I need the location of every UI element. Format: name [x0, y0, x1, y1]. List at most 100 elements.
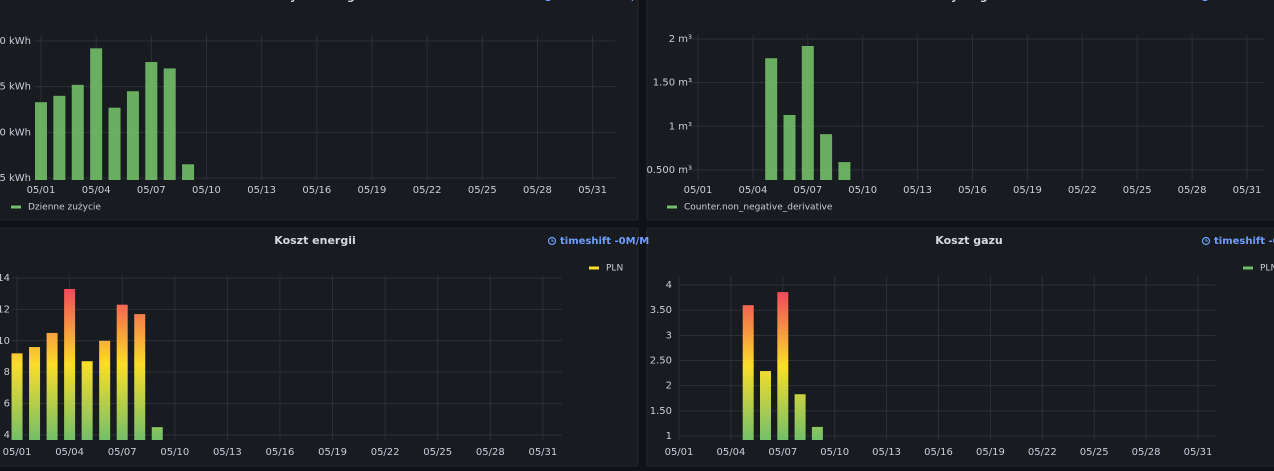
panel: [0, 227, 639, 467]
clock-icon: [547, 236, 557, 246]
bar: [182, 164, 195, 180]
bar: [765, 58, 778, 181]
bar: [145, 62, 158, 180]
bar: [29, 347, 41, 440]
clock-hand: [1205, 239, 1208, 242]
bar: [777, 292, 789, 440]
x-tick-label: 05/28: [523, 185, 552, 196]
x-tick-label: 05/10: [160, 447, 189, 458]
x-tick-label: 05/01: [27, 185, 56, 196]
legend-label: Counter.non_negative_derivative: [684, 203, 833, 213]
x-tick-label: 05/31: [1233, 185, 1262, 196]
clock-icon: [545, 0, 551, 2]
bar: [760, 371, 771, 440]
panel-title: Koszt energii: [274, 234, 356, 247]
bar: [34, 102, 47, 180]
bar: [90, 48, 103, 180]
x-tick-label: 05/13: [872, 447, 901, 458]
panel: [0, 0, 639, 221]
bar: [811, 426, 823, 440]
bar: [81, 361, 93, 440]
bar: [11, 353, 23, 440]
x-tick-label: 05/28: [1178, 185, 1207, 196]
x-tick-label: 05/13: [213, 447, 242, 458]
y-tick-label: 1.50: [650, 406, 672, 417]
x-tick-label: 05/31: [528, 447, 557, 458]
y-tick-label: 5 kWh: [0, 173, 31, 184]
y-tick-label: 15 kWh: [0, 82, 31, 93]
y-tick-label: 8: [4, 367, 10, 378]
x-tick-label: 05/31: [1184, 447, 1213, 458]
bar: [64, 288, 76, 440]
bar: [838, 162, 851, 180]
y-tick-label: 4: [666, 280, 672, 291]
bar: [794, 394, 806, 440]
y-tick-label: 2: [666, 381, 672, 392]
bar: [53, 95, 66, 180]
x-tick-label: 05/07: [768, 447, 797, 458]
bar: [151, 427, 163, 440]
y-tick-label: 1 m³: [669, 121, 692, 132]
x-tick-label: 05/22: [1028, 447, 1057, 458]
x-tick-label: 05/16: [924, 447, 953, 458]
x-tick-label: 05/19: [976, 447, 1005, 458]
y-tick-label: 2 m³: [669, 34, 692, 45]
x-tick-label: 05/25: [1080, 447, 1109, 458]
x-tick-label: 05/19: [318, 447, 347, 458]
x-tick-label: 05/19: [358, 185, 387, 196]
bar: [163, 68, 176, 180]
x-tick-label: 05/25: [1123, 185, 1152, 196]
y-tick-label: 10 kWh: [0, 127, 31, 138]
x-tick-label: 05/01: [665, 447, 694, 458]
x-tick-label: 05/04: [738, 185, 767, 196]
legend-label: PLN: [606, 264, 623, 274]
x-tick-label: 05/16: [266, 447, 295, 458]
panel-title: Zużycie energii: [268, 0, 363, 3]
y-tick-label: 1: [666, 431, 672, 442]
bar: [820, 134, 833, 180]
x-tick-label: 05/10: [848, 185, 877, 196]
legend-swatch: [667, 205, 677, 209]
panel-title: Zużycie gazu: [929, 0, 1010, 3]
panel: [646, 227, 1274, 467]
clock-hand: [551, 239, 554, 242]
y-tick-label: 20 kWh: [0, 36, 31, 47]
bar: [126, 91, 139, 180]
timeshift: timeshift -0M/M: [1213, 0, 1274, 3]
x-tick-label: 05/07: [137, 185, 166, 196]
x-tick-label: 05/22: [413, 185, 442, 196]
legend-swatch: [11, 205, 21, 209]
bar: [742, 305, 754, 440]
bar: [134, 314, 146, 440]
x-tick-label: 05/22: [1068, 185, 1097, 196]
bar: [801, 45, 814, 181]
legend-label: PLN: [1260, 264, 1274, 274]
y-tick-label: 3.50: [650, 305, 672, 316]
y-tick-label: 4: [4, 430, 10, 441]
bar: [99, 340, 111, 440]
x-tick-label: 05/04: [55, 447, 84, 458]
y-tick-label: 6: [4, 399, 10, 410]
clock-icon: [1201, 236, 1211, 246]
legend-label: Dzienne zużycie: [28, 203, 101, 213]
legend-swatch: [589, 266, 599, 270]
x-tick-label: 05/13: [247, 185, 276, 196]
x-tick-label: 05/16: [302, 185, 331, 196]
x-tick-label: 05/25: [468, 185, 497, 196]
timeshift: timeshift -0M/M: [560, 236, 649, 247]
panel-title: Koszt gazu: [935, 234, 1002, 247]
x-tick-label: 05/22: [371, 447, 400, 458]
y-tick-label: 10: [0, 336, 10, 347]
y-tick-label: 2.50: [650, 356, 672, 367]
x-tick-label: 05/19: [1013, 185, 1042, 196]
x-tick-label: 05/13: [903, 185, 932, 196]
bar: [46, 332, 58, 440]
x-tick-label: 05/10: [192, 185, 221, 196]
bar: [71, 84, 84, 180]
bar: [116, 304, 128, 440]
clock-icon: [1202, 0, 1208, 2]
y-tick-label: 3: [666, 330, 672, 341]
bar: [783, 114, 796, 180]
y-tick-label: 1.50 m³: [653, 78, 692, 89]
